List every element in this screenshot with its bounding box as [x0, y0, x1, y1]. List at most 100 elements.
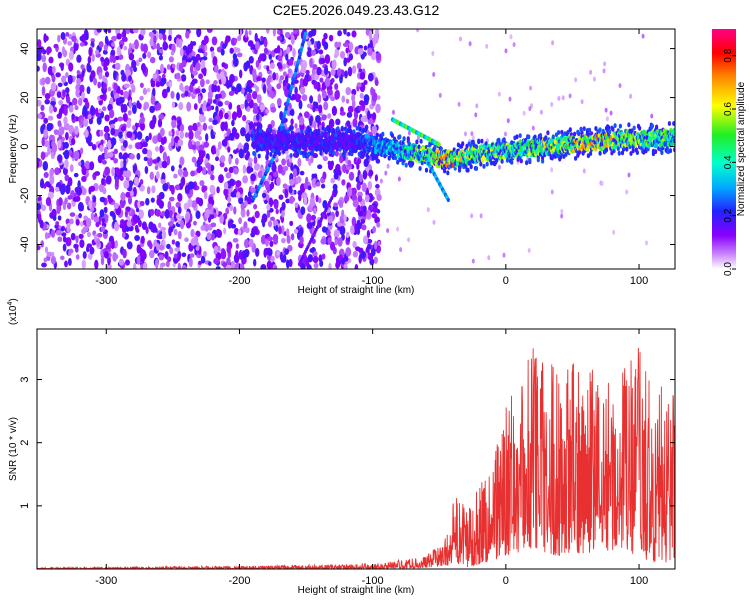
noise-cell [249, 124, 253, 130]
noise-cell [250, 216, 256, 224]
noise-cell [270, 255, 275, 262]
noise-cell [160, 137, 166, 145]
noise-cell [266, 65, 270, 72]
noise-cell [74, 125, 79, 135]
noise-cell [141, 251, 147, 260]
noise-cell [335, 210, 339, 218]
noise-cell [82, 106, 88, 116]
noise-cell [299, 78, 304, 86]
noise-cell [155, 81, 161, 88]
noise-cell [244, 29, 249, 38]
noise-cell [330, 77, 335, 84]
noise-cell [321, 114, 327, 121]
noise-cell [185, 212, 190, 223]
noise-cell [360, 116, 366, 123]
noise-cell [188, 139, 193, 150]
noise-cell [170, 184, 175, 195]
noise-cell [41, 54, 47, 63]
noise-cell [347, 159, 352, 168]
noise-cell [123, 179, 130, 189]
noise-cell [375, 52, 382, 61]
ridge-halo-cell [334, 132, 338, 138]
noise-cell [348, 41, 354, 51]
noise-cell [175, 129, 180, 137]
noise-cell [371, 92, 378, 102]
noise-cell [266, 203, 271, 211]
figure-title: C2E5.2026.049.23.43.G12 [273, 2, 440, 18]
noise-cell [55, 229, 62, 236]
noise-cell [125, 226, 130, 232]
noise-cell [376, 193, 382, 202]
ridge-halo-cell [598, 127, 602, 133]
noise-cell [618, 83, 622, 89]
noise-cell [345, 87, 351, 96]
noise-cell [180, 93, 186, 98]
noise-cell [146, 87, 151, 93]
noise-cell [58, 127, 63, 135]
noise-cell [243, 143, 248, 154]
noise-cell [177, 192, 183, 202]
noise-cell [149, 105, 155, 114]
noise-cell [152, 73, 158, 79]
noise-cell [121, 74, 127, 82]
noise-cell [244, 153, 250, 161]
noise-cell [71, 35, 77, 43]
noise-cell [282, 183, 288, 189]
noise-cell [42, 62, 47, 73]
noise-cell [289, 178, 295, 186]
noise-cell [104, 71, 110, 78]
noise-cell [158, 254, 165, 261]
noise-cell [104, 166, 111, 176]
noise-cell [245, 123, 250, 133]
noise-cell [244, 98, 248, 109]
noise-cell [351, 88, 357, 96]
noise-cell [203, 45, 208, 52]
noise-cell [371, 112, 377, 121]
noise-cell [312, 255, 319, 264]
noise-cell [341, 258, 345, 265]
noise-cell [206, 105, 212, 111]
noise-cell [160, 179, 166, 185]
noise-cell [468, 41, 472, 47]
noise-cell [347, 105, 354, 114]
noise-cell [188, 84, 194, 93]
noise-cell [363, 158, 369, 168]
noise-cell [107, 255, 111, 266]
noise-cell [112, 56, 116, 64]
noise-cell [176, 92, 180, 101]
noise-cell [346, 31, 351, 37]
noise-cell [331, 105, 338, 116]
noise-cell [324, 54, 331, 65]
noise-cell [113, 82, 118, 90]
noise-cell [196, 158, 201, 169]
noise-cell [173, 228, 178, 236]
ridge-halo-cell [269, 152, 273, 157]
noise-cell [50, 82, 57, 92]
noise-cell [375, 103, 381, 114]
noise-cell [158, 33, 163, 41]
noise-cell [233, 167, 239, 175]
noise-cell [96, 116, 102, 125]
noise-cell [313, 207, 317, 215]
noise-cell [164, 209, 170, 219]
noise-cell [354, 263, 359, 269]
noise-cell [255, 85, 260, 93]
noise-cell [184, 90, 189, 97]
noise-cell [147, 51, 152, 59]
noise-cell [198, 260, 202, 266]
ridge-halo-cell [290, 125, 294, 131]
ridge-halo-cell [419, 138, 423, 144]
noise-cell [342, 42, 349, 48]
noise-cell [132, 125, 136, 131]
ridge-halo-cell [618, 123, 623, 129]
noise-cell [146, 186, 151, 195]
noise-cell [328, 263, 332, 269]
noise-cell [333, 53, 338, 59]
noise-cell [331, 59, 337, 70]
noise-cell [79, 239, 85, 248]
noise-cell [84, 160, 91, 170]
noise-cell [81, 259, 86, 269]
noise-cell [284, 188, 289, 199]
noise-cell [125, 259, 130, 266]
noise-cell [90, 212, 95, 221]
